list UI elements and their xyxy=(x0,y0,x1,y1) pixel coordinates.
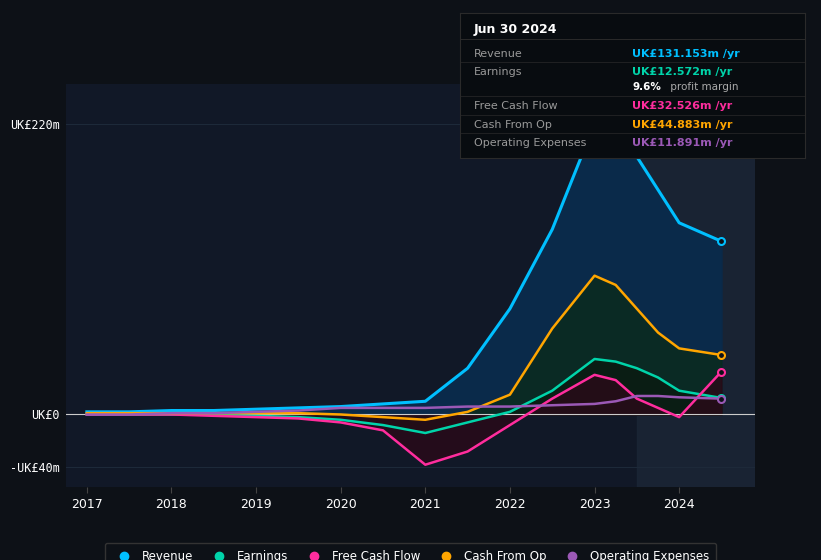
Text: UK£32.526m /yr: UK£32.526m /yr xyxy=(632,101,733,111)
Text: UK£11.891m /yr: UK£11.891m /yr xyxy=(632,138,733,148)
Bar xyxy=(637,84,755,487)
Text: UK£131.153m /yr: UK£131.153m /yr xyxy=(632,49,741,59)
Text: UK£44.883m /yr: UK£44.883m /yr xyxy=(632,120,733,130)
Text: Earnings: Earnings xyxy=(474,67,522,77)
Text: Cash From Op: Cash From Op xyxy=(474,120,552,130)
Text: Revenue: Revenue xyxy=(474,49,522,59)
Text: UK£12.572m /yr: UK£12.572m /yr xyxy=(632,67,733,77)
Text: Free Cash Flow: Free Cash Flow xyxy=(474,101,557,111)
Text: Jun 30 2024: Jun 30 2024 xyxy=(474,23,557,36)
Legend: Revenue, Earnings, Free Cash Flow, Cash From Op, Operating Expenses: Revenue, Earnings, Free Cash Flow, Cash … xyxy=(105,543,716,560)
Text: 9.6%: 9.6% xyxy=(632,82,662,92)
Text: Operating Expenses: Operating Expenses xyxy=(474,138,586,148)
Text: profit margin: profit margin xyxy=(667,82,739,92)
